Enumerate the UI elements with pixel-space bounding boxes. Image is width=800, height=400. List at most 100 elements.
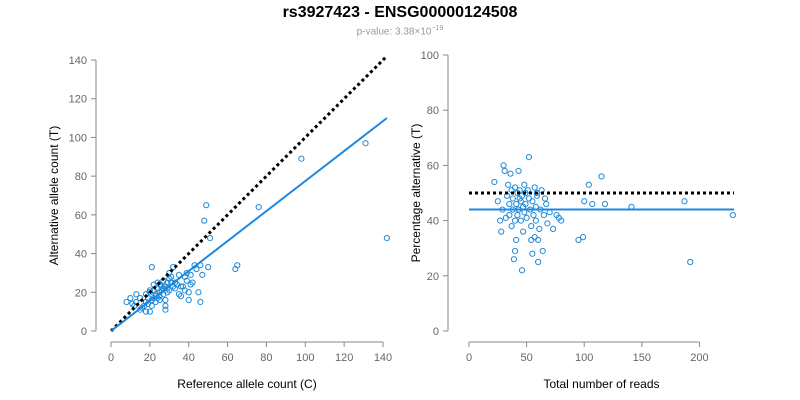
panel1-data-point [152, 293, 159, 300]
panel1-y-tick-label: 120 [69, 94, 87, 106]
panel1-fit-line [110, 117, 388, 332]
panel1-y-tick-label: 140 [69, 55, 87, 67]
panel2-data-point [510, 256, 518, 263]
panel1-data-point [133, 291, 140, 298]
panel1-data-point [127, 294, 134, 302]
panel1-data-point [234, 262, 241, 269]
panel2-data-point [506, 211, 513, 219]
panel1-data-point [189, 279, 196, 286]
panel2-data-point [579, 234, 587, 241]
panel1-data-point [175, 291, 183, 298]
panel2-data-point [491, 178, 498, 186]
panel1-data-point [177, 283, 185, 290]
panel2-data-point [581, 198, 588, 205]
panel1-data-point [183, 277, 190, 284]
panel2-data-point [535, 258, 542, 266]
panel1-x-tick-label: 80 [260, 352, 272, 364]
panel2-data-point [530, 211, 537, 219]
panel2-y-tick-label: 0 [433, 326, 439, 338]
panel1-x-axis-title: Reference allele count (C) [177, 377, 316, 391]
panel2-data-point [507, 170, 514, 177]
panel1-y-tick-label: 40 [75, 249, 87, 261]
panel1-y-tick-label: 20 [75, 287, 87, 299]
panel1-data-point [199, 271, 206, 278]
panel1-data-point [185, 296, 192, 304]
panel1-y-tick-label: 0 [81, 326, 87, 338]
panel2-data-point [528, 223, 535, 230]
panel2-data-point [528, 236, 535, 244]
panel1-x-tick-label: 0 [108, 352, 114, 364]
panel1-x-tick-label: 140 [374, 352, 392, 364]
panel2-data-point [518, 267, 526, 274]
panel2-data-point [509, 195, 516, 202]
pvalue-subtitle: p-value: 3.38×10−19 [0, 25, 800, 37]
panel1-data-point [185, 289, 192, 296]
panel2-data-point [523, 214, 530, 221]
panel2-y-tick-label: 20 [427, 271, 439, 283]
panel2-data-point [494, 198, 501, 205]
pvalue-text: p-value: 3.38×10 [356, 26, 432, 38]
panel2-data-point [531, 184, 538, 191]
panel2-data-point [505, 181, 512, 188]
panel1-data-point [205, 264, 212, 271]
panel2-data-point [540, 211, 547, 219]
panel2-data-point [511, 217, 519, 224]
panel2-data-point [498, 228, 505, 235]
panel2-data-point [589, 200, 596, 208]
panel1-data-point [187, 271, 194, 278]
panel2-data-point [511, 184, 519, 191]
panel1-y-tick-label: 100 [69, 132, 87, 144]
panel2-data-point [541, 195, 549, 202]
panel2-x-tick-label: 150 [633, 352, 651, 364]
panel2-data-point [497, 217, 504, 224]
panel2-data-point [515, 167, 522, 175]
panel2-data-point [508, 223, 515, 230]
panel2-y-tick-label: 100 [421, 50, 439, 62]
panel1-data-point [206, 234, 214, 242]
panel2-data-point [536, 225, 543, 232]
panel2-data-point [601, 200, 609, 208]
panel2-x-tick-label: 100 [575, 352, 593, 364]
panel2-data-point [535, 236, 542, 244]
panel1-x-tick-label: 60 [221, 352, 233, 364]
panel1-data-point [156, 281, 163, 288]
panel1-data-point [142, 308, 150, 315]
panel2-data-point [506, 200, 513, 208]
panel1-data-point [203, 202, 210, 209]
panel2-data-point [513, 236, 520, 244]
panel2-data-point [525, 154, 533, 161]
panel2-data-point [514, 211, 521, 219]
panel1-x-tick-label: 120 [335, 352, 353, 364]
panel2-x-tick-label: 0 [466, 352, 472, 364]
panel2-data-point [529, 198, 536, 205]
panel2-data-point [729, 211, 736, 219]
panel2-data-point [524, 187, 531, 194]
panel1-y-axis-title: Alternative allele count (T) [47, 126, 61, 265]
panel1-data-point [162, 306, 169, 313]
panel1-data-point [158, 283, 165, 290]
panel2-data-point [543, 200, 550, 208]
panel2-data-point [539, 247, 546, 255]
panel2-data-point [500, 162, 507, 169]
panel2-data-point [502, 214, 509, 221]
panel2-x-tick-label: 50 [520, 352, 532, 364]
panel2-data-point [529, 250, 536, 257]
panel2-x-tick-label: 200 [690, 352, 708, 364]
panel1-data-point [177, 293, 185, 300]
panel2-data-point [575, 236, 582, 244]
panel2-data-point [681, 198, 688, 205]
panel1-x-tick-label: 20 [144, 352, 156, 364]
panel2-data-point [517, 217, 524, 224]
panel1-data-point [193, 265, 200, 273]
panel1-y-tick-label: 60 [75, 210, 87, 222]
panel2-data-point [598, 173, 605, 180]
panel2-data-point [585, 181, 592, 188]
panel1-y-tick-label: 80 [75, 171, 87, 183]
panel1-data-point [201, 217, 208, 224]
panel2-data-point [558, 217, 565, 224]
panel1-x-tick-label: 40 [183, 352, 195, 364]
panel2-data-point [532, 217, 539, 224]
panel2-data-point [517, 198, 524, 205]
panel2-y-axis-title: Percentage alternative (T) [409, 124, 423, 263]
